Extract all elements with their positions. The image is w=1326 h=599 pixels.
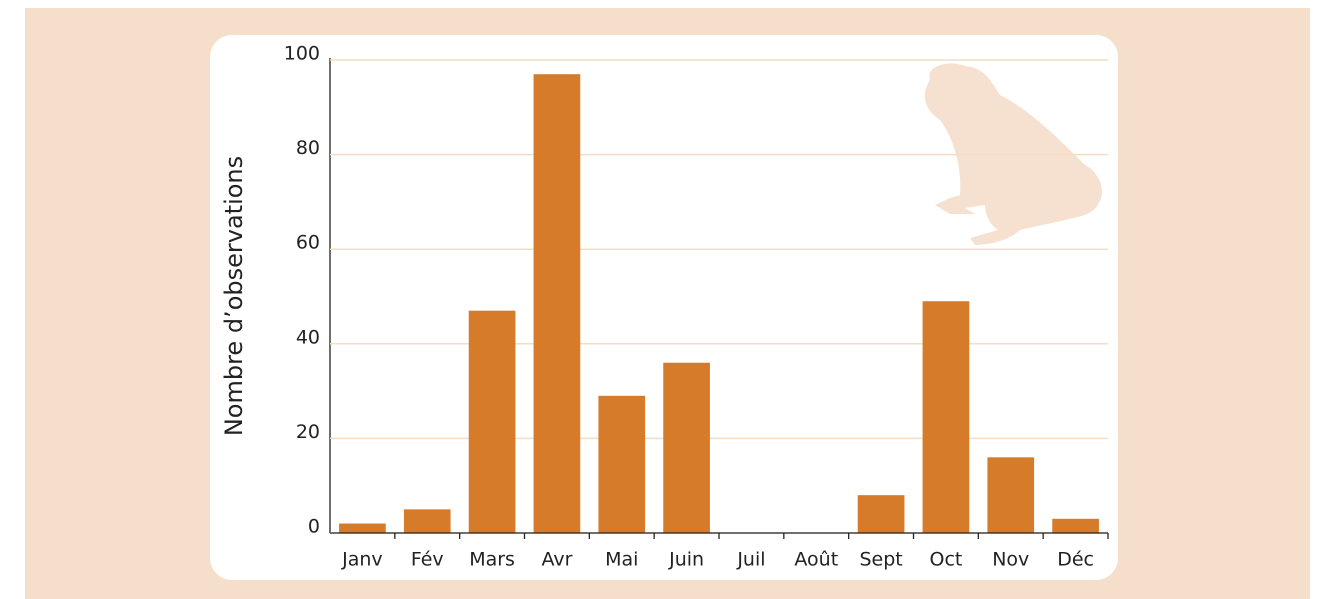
- y-tick-label: 100: [284, 43, 320, 65]
- y-axis-title: Nombre d’observations: [220, 156, 248, 436]
- x-tick-label: Janv: [341, 549, 383, 571]
- x-tick-label: Nov: [992, 549, 1029, 571]
- x-tick-label: Fév: [411, 549, 444, 571]
- bar: [534, 74, 581, 533]
- y-tick-label: 60: [296, 232, 320, 254]
- bar: [987, 457, 1034, 533]
- bar: [858, 495, 905, 533]
- y-tick-label: 20: [296, 421, 320, 443]
- x-tick-label: Sept: [859, 549, 902, 571]
- bar: [339, 524, 386, 533]
- x-tick-label: Mai: [605, 549, 638, 571]
- bar: [923, 301, 970, 533]
- y-tick-label: 40: [296, 326, 320, 348]
- bar: [598, 396, 645, 533]
- y-tick-label: 80: [296, 137, 320, 159]
- x-tick-label: Déc: [1057, 549, 1094, 571]
- chart: Nombre d’observations 0 20 40 60 80 100 Janv Fé…: [0, 0, 1326, 599]
- y-tick-label: 0: [308, 516, 320, 538]
- x-tick-label: Juil: [736, 549, 765, 571]
- bar: [469, 311, 516, 533]
- x-tick-label: Août: [794, 549, 838, 571]
- bar: [404, 509, 451, 533]
- x-tick-label: Mars: [469, 549, 515, 571]
- x-tick-label: Juin: [668, 549, 704, 571]
- x-tick-label: Oct: [929, 549, 962, 571]
- bar: [663, 363, 710, 533]
- bar: [1052, 519, 1099, 533]
- x-tick-label: Avr: [541, 549, 572, 571]
